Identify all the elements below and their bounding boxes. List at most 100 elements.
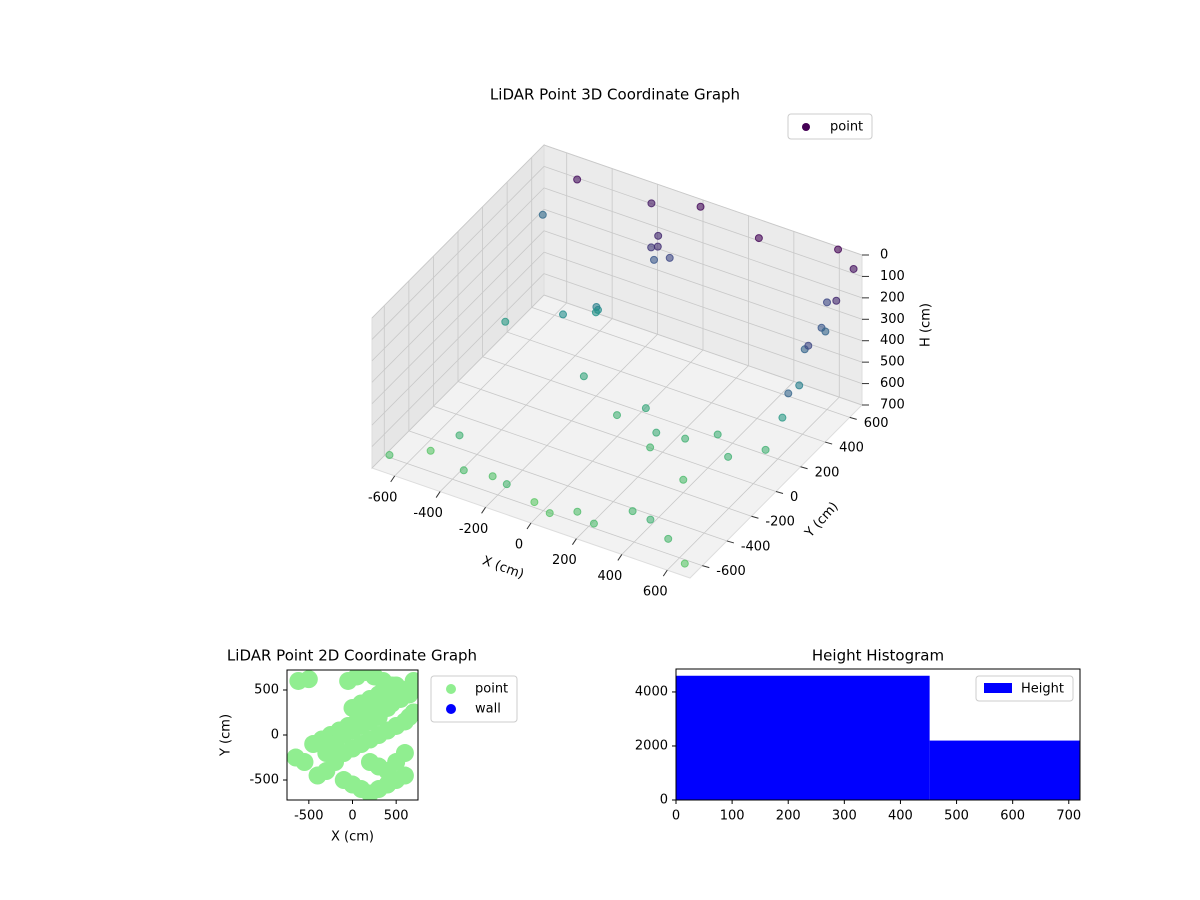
x-tick-label: 200 xyxy=(776,809,801,824)
point xyxy=(665,253,674,262)
y-tick-label: 0 xyxy=(271,728,279,743)
x-tick-label: -500 xyxy=(294,809,324,824)
y-tick xyxy=(825,441,833,445)
point xyxy=(832,296,841,305)
point xyxy=(647,199,656,208)
grid-line xyxy=(371,230,545,404)
grid-line xyxy=(371,166,545,340)
point xyxy=(591,308,600,317)
point xyxy=(502,480,511,489)
x-tick xyxy=(617,554,623,561)
x-tick-label: 600 xyxy=(643,585,668,600)
x-tick-label: 600 xyxy=(1000,809,1025,824)
point xyxy=(385,451,394,460)
x-tick xyxy=(526,522,532,530)
point xyxy=(589,519,598,528)
grid-line xyxy=(433,405,752,517)
point xyxy=(653,242,662,251)
point xyxy=(646,443,655,452)
z-tick-label: 100 xyxy=(880,269,905,284)
legend-marker xyxy=(446,704,456,714)
grid-line xyxy=(482,356,801,468)
point xyxy=(395,766,414,785)
point xyxy=(654,231,663,240)
point xyxy=(821,327,830,336)
point xyxy=(579,372,588,381)
y-tick-label: 600 xyxy=(864,416,889,431)
point xyxy=(628,507,637,516)
bar xyxy=(929,740,1080,800)
point xyxy=(395,744,414,763)
chart-title: LiDAR Point 3D Coordinate Graph xyxy=(490,86,740,104)
point xyxy=(426,446,435,455)
point xyxy=(650,255,658,264)
point xyxy=(538,210,547,219)
legend-marker xyxy=(446,684,456,694)
grid-line xyxy=(371,187,545,362)
z-tick-label: 300 xyxy=(880,312,905,327)
point xyxy=(488,472,497,481)
x-tick xyxy=(572,538,577,545)
point xyxy=(545,509,554,518)
y-tick xyxy=(775,491,784,494)
point xyxy=(613,411,621,420)
z-tick-label: 400 xyxy=(880,333,905,348)
point xyxy=(713,430,722,439)
point xyxy=(459,466,468,475)
point xyxy=(778,413,787,422)
legend-marker xyxy=(984,683,1012,693)
grid-line xyxy=(543,208,863,320)
y-tick-label: 400 xyxy=(839,441,864,456)
grid-line xyxy=(543,273,863,384)
grid-line xyxy=(408,430,727,542)
y-tick xyxy=(726,540,734,544)
legend-label: wall xyxy=(475,702,501,717)
z-tick-label: 0 xyxy=(880,248,888,263)
x-tick-label: 400 xyxy=(888,809,913,824)
grid-line xyxy=(543,230,863,342)
point xyxy=(455,431,464,440)
y-tick-label: 2000 xyxy=(635,738,668,753)
x-tick-label: 400 xyxy=(597,569,622,584)
x-tick-label: 500 xyxy=(944,809,969,824)
point xyxy=(823,298,831,307)
point xyxy=(647,243,656,252)
point xyxy=(400,685,418,704)
grid-line xyxy=(507,331,826,443)
x-tick-label: 500 xyxy=(384,809,409,824)
point xyxy=(664,534,673,543)
y-tick-label: 500 xyxy=(254,682,279,697)
x-tick xyxy=(481,507,486,514)
x-axis-label: X (cm) xyxy=(331,830,374,845)
point xyxy=(804,341,813,350)
x-tick xyxy=(435,491,441,498)
point xyxy=(681,434,690,443)
grid-line xyxy=(543,187,863,299)
x-tick-label: 0 xyxy=(515,538,523,553)
grid-line xyxy=(457,381,777,492)
legend-label: point xyxy=(830,120,863,135)
point xyxy=(641,404,650,413)
y-tick-label: -500 xyxy=(249,773,279,788)
point xyxy=(679,475,688,484)
x-tick-label: -200 xyxy=(459,522,489,537)
point xyxy=(646,515,655,524)
z-tick-label: 200 xyxy=(880,290,905,305)
grid-line xyxy=(543,166,863,277)
y-axis-label: Y (cm) xyxy=(219,714,234,757)
grid-line xyxy=(371,144,545,319)
legend-box xyxy=(787,113,873,140)
y-tick-label: 0 xyxy=(790,490,798,505)
bar xyxy=(676,675,930,800)
x-tick-label: 300 xyxy=(832,809,857,824)
point xyxy=(696,202,705,211)
point xyxy=(573,507,582,516)
point xyxy=(849,264,858,273)
y-tick xyxy=(800,466,808,470)
grid-line xyxy=(371,273,545,447)
z-tick-label: 700 xyxy=(880,398,905,413)
legend-marker xyxy=(802,123,810,131)
point xyxy=(754,234,763,243)
x-tick-label: 0 xyxy=(348,809,356,824)
y-tick xyxy=(849,416,857,420)
